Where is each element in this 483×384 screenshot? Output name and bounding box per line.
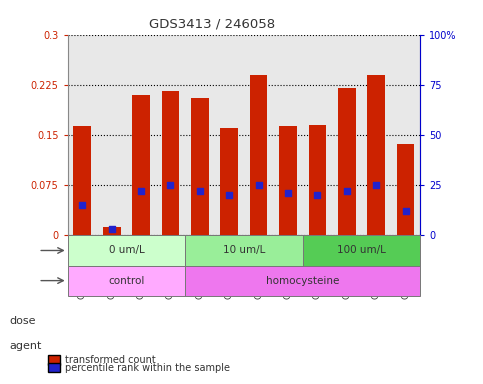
Bar xyxy=(397,144,414,235)
Bar xyxy=(338,88,355,235)
Bar xyxy=(68,266,185,296)
Bar xyxy=(103,227,120,235)
Point xyxy=(402,208,410,214)
Text: GDS3413 / 246058: GDS3413 / 246058 xyxy=(149,17,276,30)
Bar xyxy=(185,266,420,296)
Bar xyxy=(220,128,238,235)
Bar xyxy=(185,235,303,266)
Point xyxy=(313,192,321,198)
Bar xyxy=(68,235,185,266)
Point xyxy=(226,192,233,198)
Text: agent: agent xyxy=(10,341,42,351)
Point xyxy=(372,182,380,188)
Point xyxy=(255,182,262,188)
Text: dose: dose xyxy=(10,316,36,326)
Point xyxy=(196,188,204,194)
Text: percentile rank within the sample: percentile rank within the sample xyxy=(65,363,230,373)
Bar xyxy=(279,126,297,235)
Text: homocysteine: homocysteine xyxy=(266,276,340,286)
Bar xyxy=(250,75,268,235)
Bar xyxy=(191,98,209,235)
Bar xyxy=(132,95,150,235)
Point xyxy=(284,190,292,196)
Bar xyxy=(73,126,91,235)
Text: 10 um/L: 10 um/L xyxy=(223,245,265,255)
Point xyxy=(108,226,115,232)
Bar xyxy=(303,235,420,266)
Point xyxy=(137,188,145,194)
Point xyxy=(78,202,86,209)
Bar xyxy=(367,75,385,235)
Bar xyxy=(162,91,179,235)
Text: transformed count: transformed count xyxy=(65,355,156,365)
Text: 0 um/L: 0 um/L xyxy=(109,245,144,255)
Point xyxy=(167,182,174,188)
Point xyxy=(343,188,351,194)
Text: 100 um/L: 100 um/L xyxy=(337,245,386,255)
Text: control: control xyxy=(108,276,144,286)
Bar xyxy=(309,125,326,235)
